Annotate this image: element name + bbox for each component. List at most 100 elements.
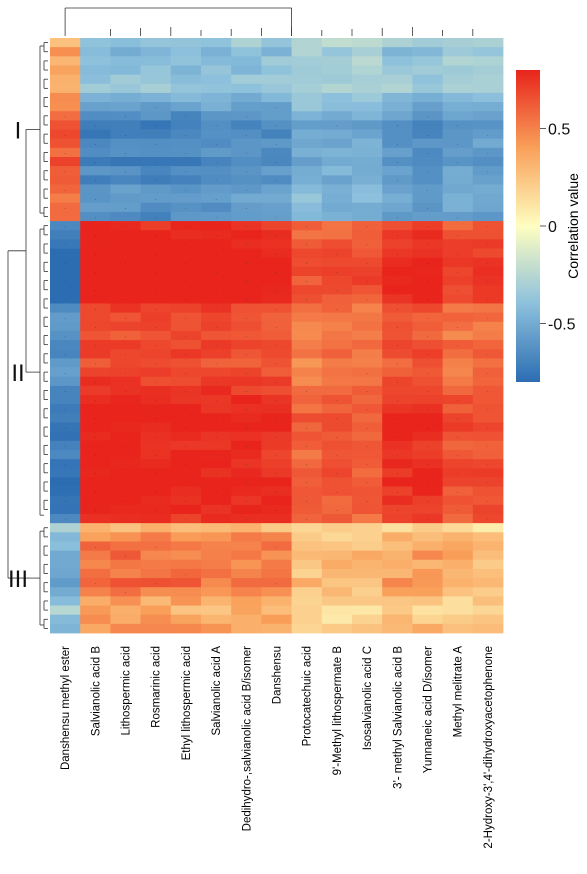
significance-mark: ·	[245, 279, 247, 285]
heatmap-cell	[231, 330, 262, 341]
heatmap-cell	[321, 239, 353, 249]
heatmap-cell	[321, 303, 353, 314]
heatmap-cell	[352, 65, 383, 76]
heatmap-cell	[201, 523, 232, 533]
heatmap-cell	[80, 266, 111, 277]
significance-mark: ·	[366, 279, 368, 285]
heatmap-cell	[110, 623, 141, 634]
heatmap-cell	[261, 367, 292, 378]
heatmap-cell	[321, 468, 353, 478]
heatmap-cell	[261, 276, 292, 286]
significance-mark: ·	[155, 288, 157, 294]
significance-mark: ·	[155, 252, 157, 258]
significance-mark: ·	[155, 472, 157, 478]
significance-mark: ·	[457, 215, 459, 221]
heatmap-cell	[352, 541, 383, 552]
heatmap-cell	[261, 495, 292, 506]
heatmap-cell	[472, 459, 504, 469]
heatmap-cell	[352, 413, 383, 423]
heatmap-cell	[170, 83, 202, 94]
heatmap-cell	[140, 578, 172, 588]
heatmap-cell	[80, 111, 111, 121]
heatmap-cell	[352, 422, 383, 433]
significance-mark: ·	[185, 517, 187, 523]
heatmap-cell	[170, 459, 202, 469]
heatmap-cell	[412, 385, 443, 396]
heatmap-cell	[321, 596, 353, 606]
heatmap-cell	[412, 184, 443, 195]
heatmap-cell	[442, 395, 474, 405]
heatmap-cell	[291, 102, 323, 112]
significance-mark: ·	[215, 472, 217, 478]
heatmap-cell	[231, 266, 262, 277]
heatmap-cell	[261, 303, 292, 314]
heatmap-cell	[291, 468, 323, 478]
heatmap-cell	[321, 404, 353, 414]
heatmap-cell	[382, 468, 413, 478]
significance-mark: ·	[215, 142, 217, 148]
significance-mark: ·	[245, 169, 247, 175]
heatmap-cell	[170, 129, 202, 140]
heatmap-cell	[321, 47, 353, 57]
heatmap-cell	[291, 111, 323, 121]
heatmap-cell	[291, 568, 323, 579]
heatmap-cell	[412, 47, 443, 57]
heatmap-cell	[382, 138, 413, 149]
heatmap-cell	[382, 495, 413, 506]
heatmap-cell	[472, 74, 504, 85]
heatmap-cell	[472, 367, 504, 378]
significance-mark: ·	[215, 252, 217, 258]
significance-mark: ·	[457, 472, 459, 478]
heatmap-cell	[231, 239, 262, 249]
heatmap-cell	[321, 129, 353, 140]
heatmap-cell	[231, 257, 262, 268]
heatmap-cell	[201, 449, 232, 460]
significance-mark: ·	[155, 380, 157, 386]
heatmap-cell	[80, 202, 111, 213]
heatmap-cell	[170, 431, 202, 442]
heatmap-cell	[291, 395, 323, 405]
significance-mark: ·	[155, 343, 157, 349]
significance-mark: ·	[427, 316, 429, 322]
significance-mark: ·	[276, 288, 278, 294]
colorbar-tick-label: 0	[548, 219, 557, 236]
significance-mark: ·	[94, 581, 96, 587]
heatmap-cell	[231, 65, 262, 76]
heatmap-cell	[442, 623, 474, 634]
significance-mark: ·	[487, 298, 489, 304]
heatmap-cell	[201, 248, 232, 259]
heatmap-cell	[412, 56, 443, 66]
heatmap-cell	[80, 504, 111, 515]
heatmap-cell	[442, 541, 474, 552]
heatmap-cell	[80, 239, 111, 249]
heatmap-cell	[140, 193, 172, 204]
heatmap-cell	[50, 147, 81, 158]
heatmap-cell	[140, 340, 172, 350]
heatmap-cell	[352, 440, 383, 451]
heatmap-cell	[261, 605, 292, 616]
heatmap-cell	[170, 56, 202, 66]
heatmap-cell	[472, 202, 504, 213]
heatmap-cell	[412, 559, 443, 570]
significance-mark: ·	[487, 426, 489, 432]
heatmap-cells	[50, 38, 504, 634]
heatmap-cell	[321, 74, 353, 85]
significance-mark: ·	[306, 298, 308, 304]
heatmap-cell	[261, 83, 292, 94]
heatmap-cell	[412, 92, 443, 103]
heatmap-cell	[201, 166, 232, 176]
heatmap-cell	[80, 221, 111, 231]
heatmap-cell	[50, 239, 81, 249]
heatmap-cell	[170, 523, 202, 533]
heatmap-cell	[442, 413, 474, 423]
significance-mark: ·	[185, 444, 187, 450]
significance-mark: ·	[396, 179, 398, 185]
heatmap-cell	[80, 477, 111, 487]
significance-mark: ·	[396, 398, 398, 404]
heatmap-cell	[412, 303, 443, 314]
heatmap-cell	[412, 221, 443, 231]
heatmap-cell	[110, 385, 141, 396]
heatmap-cell	[231, 514, 262, 524]
heatmap-cell	[201, 385, 232, 396]
